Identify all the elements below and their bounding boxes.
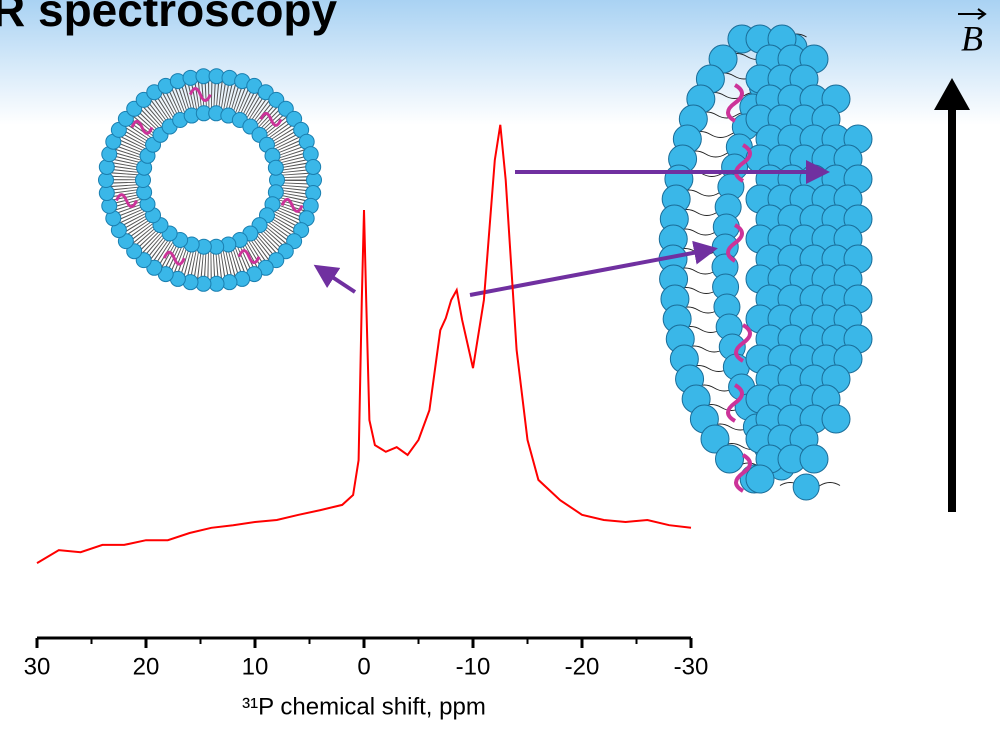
lipid-head (799, 444, 829, 474)
peptide (188, 87, 212, 102)
bicelle-illustration (658, 24, 873, 501)
field-arrow-head (934, 78, 970, 110)
arrow (469, 240, 718, 297)
peptide (115, 193, 138, 209)
lipid-head (715, 444, 745, 474)
peptide (280, 197, 304, 213)
x-tick-label: 30 (24, 653, 51, 680)
lipid-head (821, 404, 851, 434)
x-tick-label: 0 (357, 653, 370, 680)
x-tick-label: 20 (133, 653, 160, 680)
peptide (734, 323, 752, 363)
peptide (237, 249, 261, 265)
arrow (313, 264, 357, 294)
lipid-head (700, 424, 730, 454)
peptide (259, 111, 283, 127)
peptide (734, 453, 752, 493)
lipid-head (745, 464, 775, 494)
field-label: B (961, 18, 983, 58)
peptide (162, 250, 186, 266)
x-tick-label: -10 (456, 653, 491, 680)
peptide (726, 223, 744, 263)
lipid-head (267, 159, 284, 176)
peptide (130, 119, 154, 135)
lipid-tails (108, 78, 312, 282)
vector-arrow (958, 8, 987, 20)
x-axis-label: ³¹P chemical shift, ppm (242, 693, 486, 720)
x-tick-label: 10 (242, 653, 269, 680)
peptide (726, 83, 744, 123)
peptide (734, 143, 752, 183)
lipid-head (305, 158, 322, 175)
x-tick-label: -30 (674, 653, 709, 680)
peptide (726, 383, 744, 423)
slide-title: R spectroscopy (0, 0, 338, 36)
spectrum-line (36, 124, 692, 564)
vesicle-illustration (98, 68, 322, 292)
x-tick-label: -20 (565, 653, 600, 680)
lipid-head (792, 473, 820, 501)
